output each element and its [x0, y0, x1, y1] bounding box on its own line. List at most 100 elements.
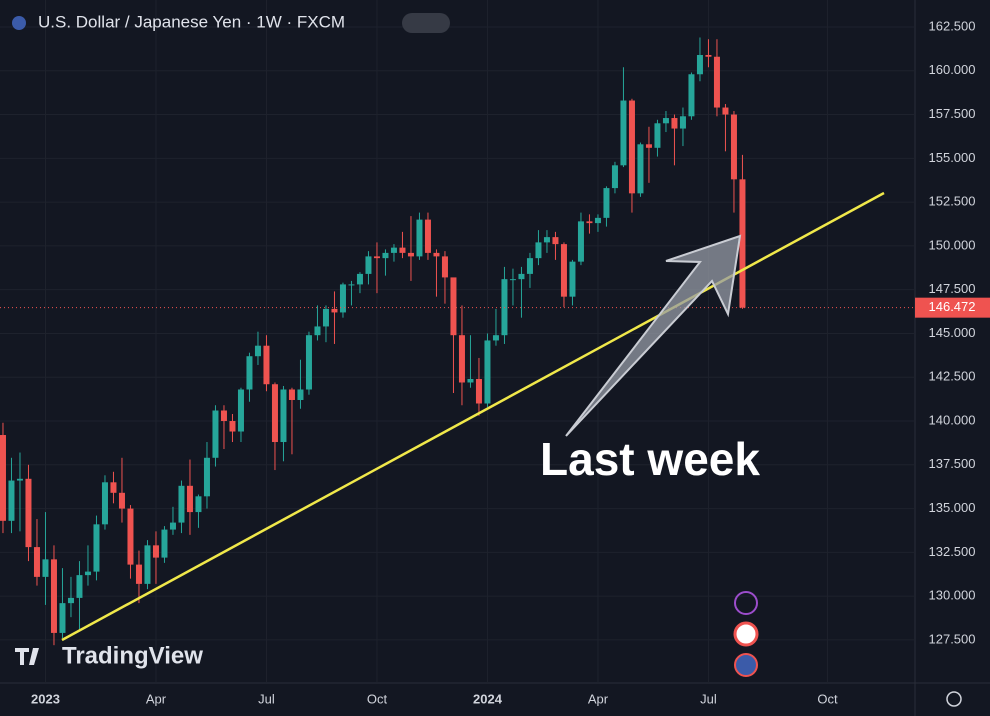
candle-body	[8, 480, 15, 521]
candle-body	[543, 237, 550, 243]
candle-body	[93, 524, 100, 572]
candle-body	[654, 123, 661, 148]
candle-body	[169, 522, 176, 530]
candle-body	[331, 308, 338, 313]
candle-body	[195, 496, 202, 513]
candle-body	[16, 478, 23, 481]
candle-body	[305, 335, 312, 390]
candle-body	[288, 389, 295, 400]
y-tick-label: 140.000	[929, 412, 976, 427]
candle-body	[433, 252, 440, 257]
candle-body	[467, 378, 474, 383]
y-tick-label: 150.000	[929, 237, 976, 252]
x-tick-label: Jul	[258, 691, 275, 706]
candle-body	[603, 188, 610, 218]
candle-body	[365, 256, 372, 274]
candle-body	[84, 571, 91, 576]
candle-body	[50, 559, 57, 633]
candle-body	[662, 118, 669, 124]
arrow	[565, 234, 742, 437]
candle-body	[730, 114, 737, 180]
candle-body	[390, 247, 397, 253]
event-icon[interactable]	[734, 653, 758, 677]
candle-body	[645, 144, 652, 148]
candle-body	[161, 529, 168, 558]
settings-icon[interactable]	[946, 691, 962, 707]
event-icon[interactable]	[734, 591, 758, 615]
candle-body	[416, 219, 423, 257]
candle-body	[671, 118, 678, 129]
candle-body	[441, 256, 448, 278]
candle-body	[135, 564, 142, 584]
candle-body	[127, 508, 134, 565]
candle-body	[713, 56, 720, 108]
candle-body	[339, 284, 346, 313]
toggle[interactable]	[402, 13, 450, 33]
candle-body	[229, 421, 236, 432]
y-tick-label: 130.000	[929, 588, 976, 603]
candle-body	[518, 273, 525, 280]
candle-body	[560, 244, 567, 297]
candle-body	[407, 252, 414, 257]
candle-body	[399, 247, 406, 253]
x-tick-label: Oct	[367, 691, 388, 706]
candle-body	[237, 389, 244, 432]
y-tick-label: 145.000	[929, 325, 976, 340]
candle-body	[628, 100, 635, 194]
event-icon[interactable]	[733, 621, 759, 647]
y-tick-label: 142.500	[929, 369, 976, 384]
candle-body	[382, 252, 389, 259]
candle-body	[280, 389, 287, 443]
candle-body	[594, 217, 601, 224]
watermark: TradingView	[62, 642, 203, 669]
candle-body	[186, 485, 193, 513]
candle-body	[492, 335, 499, 341]
candle-body	[178, 485, 185, 523]
candle-body	[450, 277, 457, 336]
x-tick-label: 2023	[31, 691, 60, 706]
x-tick-label: Apr	[146, 691, 167, 706]
candle-body	[33, 547, 40, 577]
y-tick-label: 162.500	[929, 18, 976, 33]
candle-body	[67, 597, 74, 604]
plot-area	[0, 0, 915, 683]
y-tick-label: 155.000	[929, 150, 976, 165]
x-tick-label: 2024	[473, 691, 503, 706]
last-price-label: 146.472	[929, 299, 976, 314]
trend-line	[61, 191, 885, 642]
candle-body	[373, 256, 380, 259]
candle-body	[348, 284, 355, 286]
candle-body	[263, 345, 270, 385]
candle-body	[59, 603, 66, 633]
candle-body	[220, 410, 227, 422]
flag-icon	[12, 16, 26, 30]
candle-body	[611, 165, 618, 189]
candle-body	[25, 478, 32, 548]
candle-body	[577, 221, 584, 262]
candle-body	[722, 107, 729, 115]
candle-body	[297, 389, 304, 400]
candle-body	[271, 384, 278, 443]
y-tick-label: 152.500	[929, 194, 976, 209]
candle-body	[586, 221, 593, 224]
candle-body	[552, 237, 559, 245]
y-tick-label: 132.500	[929, 544, 976, 559]
last-price-box	[915, 297, 990, 318]
candle-body	[509, 279, 516, 281]
y-tick-label: 160.000	[929, 62, 976, 77]
chart-title: U.S. Dollar / Japanese Yen · 1W · FXCM	[38, 12, 345, 31]
candle-body	[254, 345, 261, 357]
candle-body	[569, 261, 576, 297]
y-tick-label: 157.500	[929, 106, 976, 121]
candle-body	[637, 144, 644, 194]
candle-body	[696, 54, 703, 75]
candle-body	[101, 482, 108, 525]
candle-body	[212, 410, 219, 458]
candle-body	[246, 356, 253, 390]
candle-body	[705, 54, 712, 57]
candle-body	[152, 545, 159, 558]
candle-body	[424, 219, 431, 253]
candle-body	[314, 326, 321, 336]
